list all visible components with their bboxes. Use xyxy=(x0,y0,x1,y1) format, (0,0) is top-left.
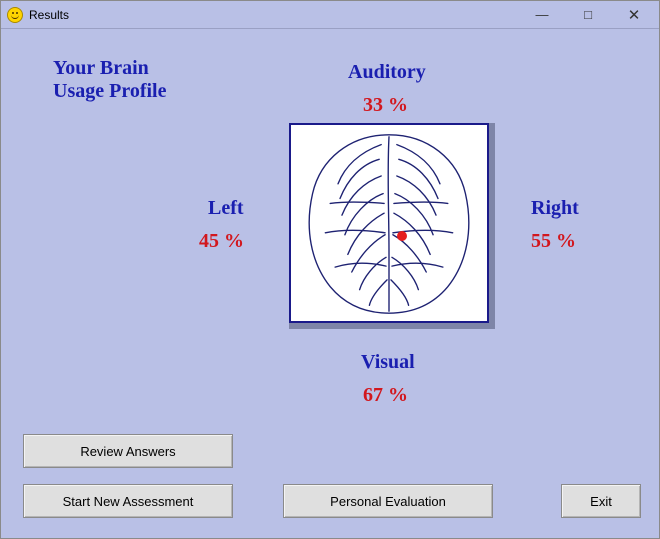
button-label: Start New Assessment xyxy=(63,494,194,509)
results-window: Results — □ ✕ Your Brain Usage Profile A… xyxy=(0,0,660,539)
app-icon xyxy=(7,7,23,23)
minimize-button[interactable]: — xyxy=(519,2,565,28)
auditory-label: Auditory xyxy=(348,61,426,84)
title-line2: Usage Profile xyxy=(53,80,167,103)
brain-icon xyxy=(291,125,487,321)
left-label: Left xyxy=(208,197,244,220)
maximize-button[interactable]: □ xyxy=(565,2,611,28)
auditory-percentage: 33 % xyxy=(363,94,408,117)
start-new-assessment-button[interactable]: Start New Assessment xyxy=(23,484,233,518)
result-dot xyxy=(397,231,407,241)
close-button[interactable]: ✕ xyxy=(611,2,657,28)
content-area: Your Brain Usage Profile Auditory 33 % L… xyxy=(1,29,659,538)
window-title: Results xyxy=(29,8,69,22)
visual-percentage: 67 % xyxy=(363,384,408,407)
titlebar: Results — □ ✕ xyxy=(1,1,659,29)
brain-box xyxy=(289,123,489,323)
right-percentage: 55 % xyxy=(531,230,576,253)
personal-evaluation-button[interactable]: Personal Evaluation xyxy=(283,484,493,518)
exit-button[interactable]: Exit xyxy=(561,484,641,518)
right-label: Right xyxy=(531,197,579,220)
button-label: Exit xyxy=(590,494,612,509)
visual-label: Visual xyxy=(361,351,415,374)
page-title: Your Brain Usage Profile xyxy=(53,57,167,103)
button-label: Review Answers xyxy=(80,444,175,459)
title-line1: Your Brain xyxy=(53,57,167,80)
left-percentage: 45 % xyxy=(199,230,244,253)
review-answers-button[interactable]: Review Answers xyxy=(23,434,233,468)
button-label: Personal Evaluation xyxy=(330,494,446,509)
brain-shadow xyxy=(289,123,495,329)
